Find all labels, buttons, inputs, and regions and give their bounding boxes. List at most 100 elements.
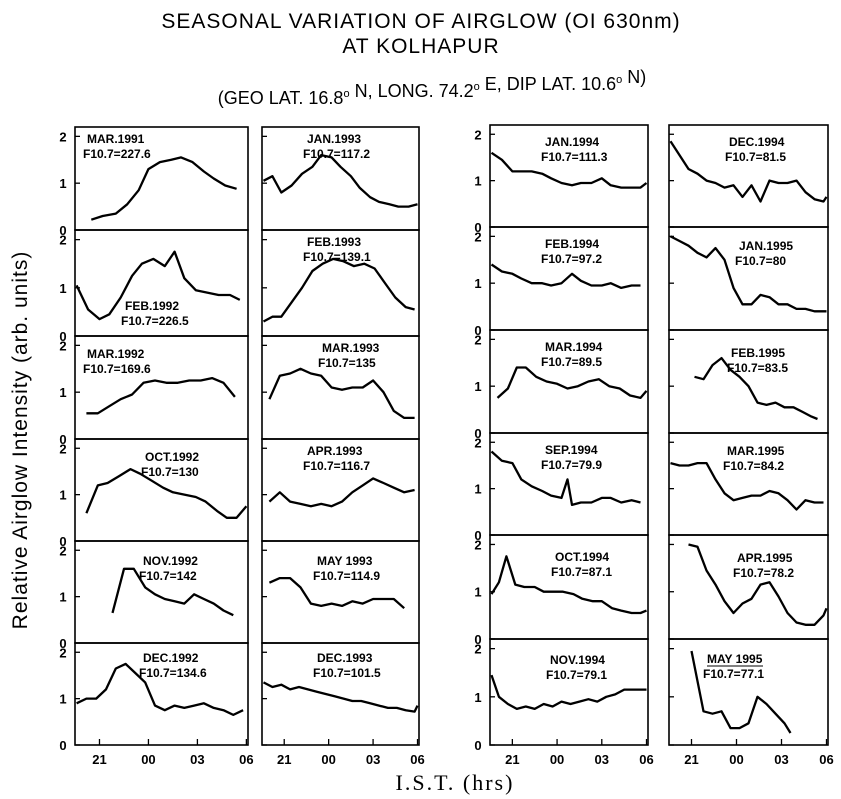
x-tick-label: 21 [684, 752, 698, 767]
x-tick-label: 03 [190, 752, 204, 767]
panel-flux-7: F10.7=117.2 [303, 147, 370, 161]
y-tick-label: 0 [474, 220, 481, 235]
chart-title-line2: AT KOLHAPUR [342, 35, 499, 58]
panel-label-14: FEB.1994 [545, 237, 599, 251]
y-tick-label: 2 [59, 441, 66, 456]
series-line-9 [268, 367, 415, 420]
y-tick-label: 0 [59, 636, 66, 651]
series-line-22 [670, 461, 824, 511]
y-tick-label: 2 [474, 435, 481, 450]
y-tick-label: 1 [474, 690, 481, 705]
y-tick-label: 2 [59, 543, 66, 558]
panel-label-5: NOV.1992 [143, 554, 198, 568]
x-tick-label: 00 [729, 752, 743, 767]
panel-label-18: NOV.1994 [550, 653, 605, 667]
y-tick-label: 1 [474, 482, 481, 497]
x-tick-label: 03 [595, 752, 609, 767]
panel-flux-9: F10.7=135 [318, 356, 376, 370]
series-line-24 [690, 650, 792, 734]
y-tick-label: 0 [59, 223, 66, 238]
x-tick-label: 00 [141, 752, 155, 767]
y-tick-label: 2 [474, 229, 481, 244]
y-tick-label: 1 [59, 385, 66, 400]
panel-flux-2: F10.7=226.5 [121, 314, 189, 328]
x-tick-label: 03 [366, 752, 380, 767]
panel-frame [489, 638, 649, 746]
panel-frame [668, 638, 829, 746]
x-tick-label: 21 [277, 752, 291, 767]
panel-flux-20: F10.7=80 [735, 254, 786, 268]
x-tick-label: 06 [639, 752, 653, 767]
y-tick-label: 1 [59, 692, 66, 707]
series-line-16 [490, 450, 641, 507]
series-line-20 [669, 235, 827, 313]
x-tick-label: 06 [819, 752, 833, 767]
series-line-8 [262, 257, 415, 323]
y-tick-label: 1 [59, 281, 66, 296]
y-tick-label: 2 [474, 127, 481, 142]
y-tick-label: 0 [59, 329, 66, 344]
series-line-21 [694, 356, 818, 421]
panel-label-16: SEP.1994 [545, 443, 598, 457]
series-line-13 [490, 151, 648, 189]
panel-flux-12: F10.7=101.5 [313, 666, 381, 680]
y-tick-label: 2 [474, 332, 481, 347]
panel-label-7: JAN.1993 [307, 132, 361, 146]
panel-flux-16: F10.7=79.9 [541, 458, 602, 472]
panel-label-6: DEC.1992 [143, 651, 199, 665]
x-tick-label: 00 [321, 752, 335, 767]
y-tick-label: 1 [474, 379, 481, 394]
panel-flux-23: F10.7=78.2 [733, 566, 794, 580]
panel-flux-21: F10.7=83.5 [727, 361, 788, 375]
series-line-15 [496, 366, 648, 400]
panel-label-23: APR.1995 [737, 551, 793, 565]
y-tick-label: 2 [474, 537, 481, 552]
y-tick-label: 1 [59, 488, 66, 503]
panel-frame [261, 642, 420, 746]
panel-label-10: APR.1993 [307, 444, 363, 458]
y-tick-label: 1 [474, 174, 481, 189]
y-tick-label: 0 [474, 528, 481, 543]
series-line-23 [688, 543, 828, 626]
panel-flux-5: F10.7=142 [139, 569, 197, 583]
x-tick-label: 21 [505, 752, 519, 767]
panel-label-19: DEC.1994 [729, 135, 785, 149]
panel-flux-24: F10.7=77.1 [703, 667, 764, 681]
series-line-14 [490, 263, 641, 290]
panel-flux-4: F10.7=130 [141, 465, 199, 479]
panel-frame [74, 642, 249, 746]
y-tick-label: 1 [59, 176, 66, 191]
panel-label-24: MAY 1995 [707, 652, 763, 666]
series-line-7 [262, 153, 418, 208]
panel-flux-13: F10.7=111.3 [541, 150, 608, 164]
panel-flux-19: F10.7=81.5 [725, 150, 786, 164]
panel-label-4: OCT.1992 [145, 450, 199, 464]
x-tick-label: 03 [774, 752, 788, 767]
series-line-3 [86, 376, 236, 415]
panel-label-20: JAN.1995 [739, 239, 793, 253]
series-line-5 [111, 567, 234, 617]
y-tick-label: 2 [474, 642, 481, 657]
chart-title: SEASONAL VARIATION OF AIRGLOW (OI 630nm) [161, 10, 680, 33]
series-line-11 [268, 576, 405, 610]
chart-subtitle: (GEO LAT. 16.8o N, LONG. 74.2o E, DIP LA… [218, 67, 647, 108]
y-tick-label: 0 [474, 632, 481, 647]
panel-label-21: FEB.1995 [731, 346, 785, 360]
panel-flux-1: F10.7=227.6 [83, 147, 151, 161]
panel-label-2: FEB.1992 [125, 299, 179, 313]
y-tick-label: 1 [59, 590, 66, 605]
panel-label-17: OCT.1994 [555, 550, 609, 564]
series-line-19 [669, 140, 828, 203]
series-line-17 [490, 555, 647, 615]
y-tick-label: 0 [59, 534, 66, 549]
y-tick-label: 2 [59, 338, 66, 353]
panel-label-1: MAR.1991 [87, 132, 145, 146]
y-tick-label: 1 [474, 585, 481, 600]
panel-flux-18: F10.7=79.1 [546, 668, 607, 682]
y-tick-label: 2 [59, 129, 66, 144]
x-axis-label: I.S.T. (hrs) [396, 770, 515, 795]
panel-flux-11: F10.7=114.9 [313, 569, 380, 583]
panel-flux-14: F10.7=97.2 [541, 252, 602, 266]
